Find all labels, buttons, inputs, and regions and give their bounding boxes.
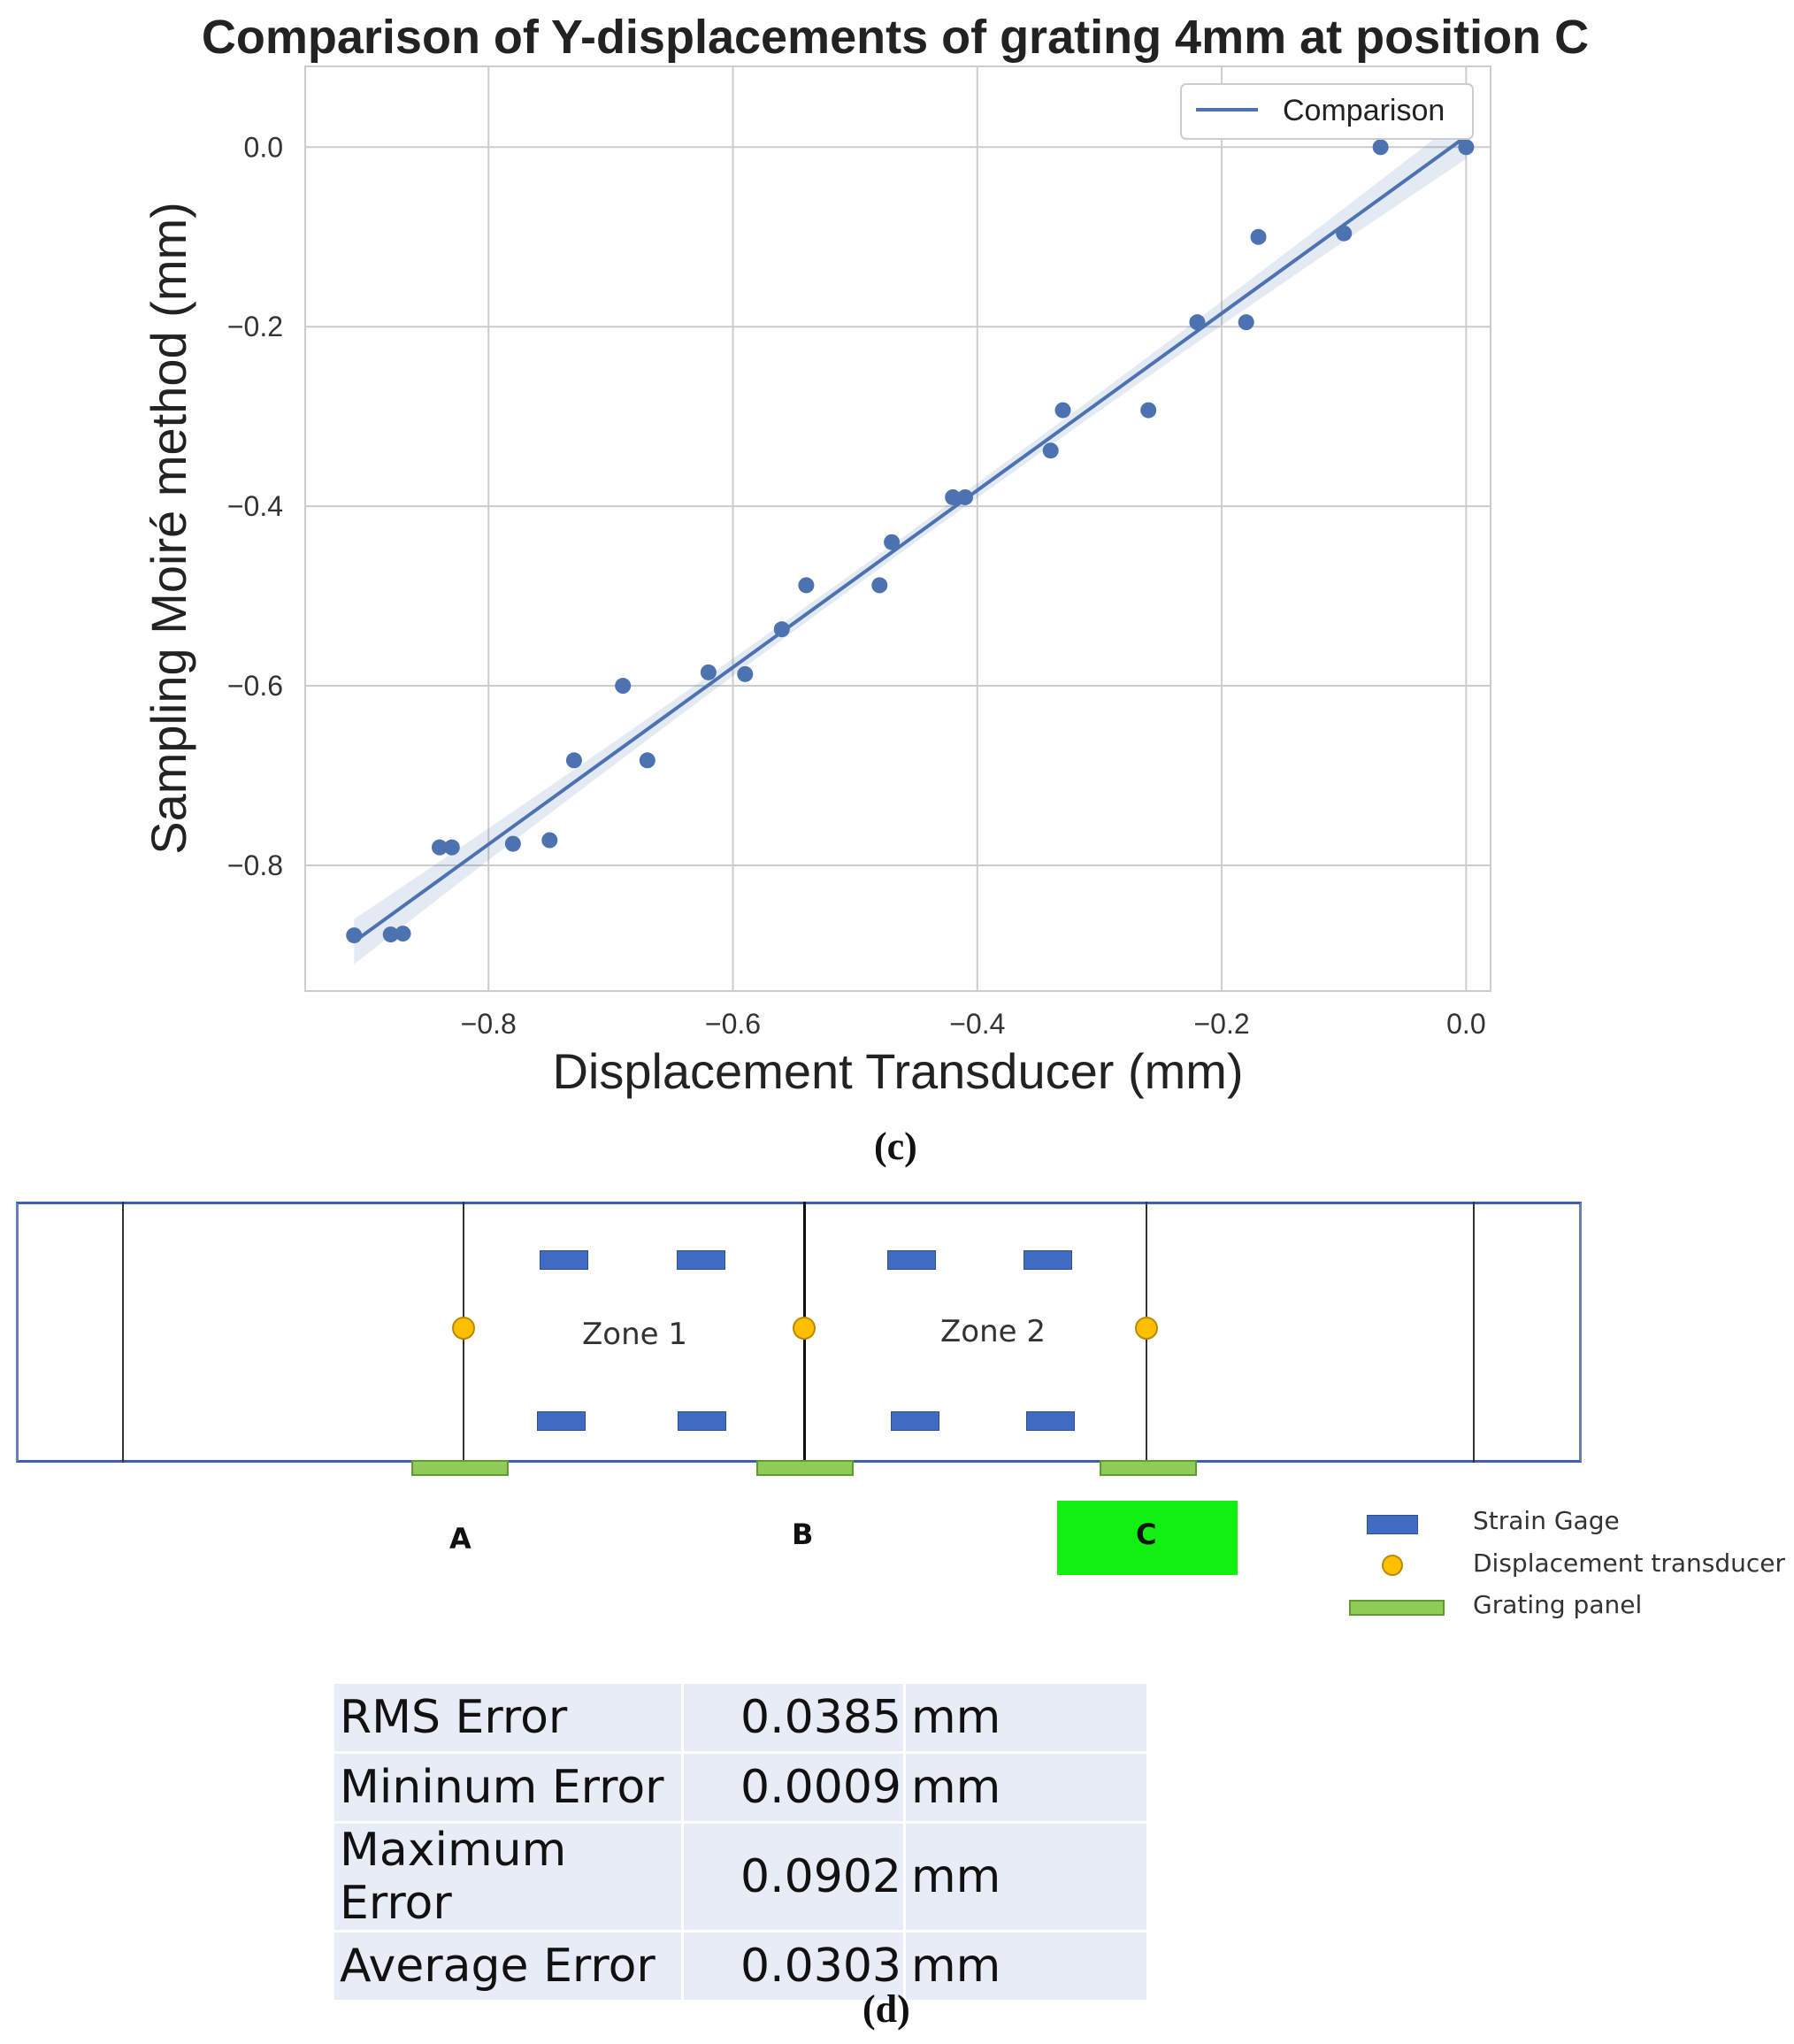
position-a-label: A: [449, 1522, 472, 1556]
error-label: Average Error: [334, 1933, 681, 2000]
zone-1-label: Zone 1: [582, 1317, 687, 1352]
legend: Comparison: [1180, 83, 1474, 140]
strain-gage-6: [678, 1411, 726, 1431]
grid-lines: [305, 66, 1491, 991]
data-point: [871, 577, 888, 594]
error-unit: mm: [906, 1824, 1146, 1930]
error-label: RMS Error: [334, 1684, 681, 1751]
strain-gage-2: [677, 1250, 725, 1270]
y-axis-label: Sampling Moiré method (mm): [141, 202, 196, 855]
legend-grating-panel-swatch: [1349, 1600, 1445, 1616]
data-point: [443, 839, 460, 856]
data-point: [346, 927, 363, 944]
data-point: [639, 752, 656, 769]
error-table-row: Maximum Error 0.0902 mm: [334, 1824, 1146, 1930]
data-point: [382, 926, 399, 943]
strain-gage-3: [887, 1250, 936, 1270]
caption-d: (d): [862, 1987, 910, 2031]
data-point: [1458, 139, 1475, 156]
y-tick-label: −0.2: [227, 311, 283, 342]
y-tick-label: −0.4: [227, 490, 283, 522]
data-point: [700, 664, 717, 680]
data-point: [1042, 442, 1059, 459]
error-table-row: Average Error 0.0303 mm: [334, 1933, 1146, 2000]
x-tick-label: −0.2: [1193, 1008, 1249, 1040]
data-point: [615, 678, 632, 695]
grating-panel-b: [756, 1460, 854, 1476]
legend-entry-comparison: Comparison: [1283, 94, 1445, 127]
data-point: [1054, 402, 1071, 419]
legend-displacement-transducer: Displacement transducer: [1473, 1548, 1786, 1578]
transducer-a: [452, 1317, 475, 1340]
support-line-right: [1473, 1202, 1475, 1463]
strain-gage-5: [537, 1411, 586, 1431]
plot-area: [304, 65, 1491, 992]
data-point: [884, 534, 901, 550]
strain-gage-1: [540, 1250, 588, 1270]
legend-strain-gage: Strain Gage: [1473, 1506, 1620, 1535]
strain-gage-7: [891, 1411, 939, 1431]
grating-panel-a: [411, 1460, 509, 1476]
zone-2-label: Zone 2: [940, 1314, 1046, 1349]
error-unit: mm: [906, 1684, 1146, 1751]
data-point: [737, 665, 754, 682]
error-table: RMS Error 0.0385 mm Mininum Error 0.0009 mm Ma…: [332, 1681, 1149, 2002]
data-point: [798, 577, 815, 594]
regression-line: [353, 134, 1468, 943]
y-tick-label: 0.0: [244, 131, 283, 163]
error-value: 0.0385: [684, 1684, 903, 1751]
data-point: [565, 752, 582, 769]
support-line-left: [122, 1202, 124, 1463]
data-point: [773, 621, 790, 638]
error-unit: mm: [906, 1754, 1146, 1821]
data-point: [431, 839, 448, 856]
data-point: [1189, 314, 1206, 331]
error-value: 0.0902: [684, 1824, 903, 1930]
grating-panel-c: [1100, 1460, 1197, 1476]
legend-grating-panel: Grating panel: [1473, 1590, 1643, 1619]
chart-title: Comparison of Y-displacements of grating…: [202, 11, 1589, 64]
tick-labels: −0.8 −0.6 −0.4 −0.2 0.0 0.0 −0.2 −0.4 −0.6 −0.8: [227, 131, 1486, 1040]
data-point: [395, 926, 411, 942]
position-diagram: Zone 1 Zone 2 A B C Strain Gage Displace…: [0, 1186, 1794, 1628]
transducer-b: [793, 1317, 816, 1340]
data-point: [945, 488, 962, 505]
y-tick-label: −0.8: [227, 849, 283, 881]
position-c-label: C: [1136, 1518, 1157, 1551]
legend-box: [1180, 83, 1474, 140]
data-point: [1336, 225, 1353, 242]
x-tick-label: 0.0: [1446, 1008, 1485, 1040]
x-tick-label: −0.8: [461, 1008, 517, 1040]
error-unit: mm: [906, 1933, 1146, 2000]
legend-strain-gage-swatch: [1367, 1515, 1418, 1534]
data-point: [1140, 402, 1157, 419]
data-point: [541, 832, 558, 849]
y-tick-label: −0.6: [227, 670, 283, 702]
error-value: 0.0303: [684, 1933, 903, 2000]
x-tick-label: −0.4: [949, 1008, 1005, 1040]
error-label: Maximum Error: [334, 1824, 681, 1930]
x-tick-label: −0.6: [705, 1008, 761, 1040]
data-points: [346, 139, 1475, 944]
error-value: 0.0009: [684, 1754, 903, 1821]
position-c-highlight: [1057, 1501, 1238, 1575]
error-table-row: Mininum Error 0.0009 mm: [334, 1754, 1146, 1821]
data-point: [956, 488, 973, 505]
data-point: [1372, 139, 1389, 156]
x-axis-label: Displacement Transducer (mm): [552, 1043, 1243, 1099]
comparison-chart: Comparison of Y-displacements of grating…: [141, 11, 1589, 1099]
data-point: [1250, 228, 1267, 245]
data-point: [1238, 314, 1254, 331]
legend-transducer-swatch: [1382, 1555, 1403, 1576]
error-table-row: RMS Error 0.0385 mm: [334, 1684, 1146, 1751]
caption-c: (c): [874, 1125, 917, 1168]
strain-gage-4: [1024, 1250, 1072, 1270]
error-label: Mininum Error: [334, 1754, 681, 1821]
position-b-label: B: [792, 1518, 814, 1551]
strain-gage-8: [1026, 1411, 1075, 1431]
data-point: [504, 835, 521, 852]
transducer-c: [1135, 1317, 1158, 1340]
